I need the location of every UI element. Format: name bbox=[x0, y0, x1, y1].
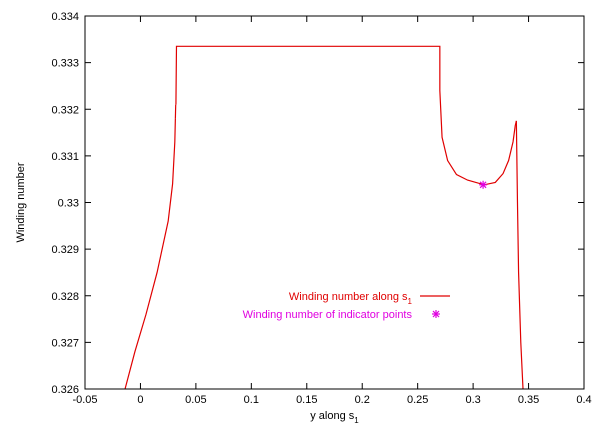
series-winding-number-line bbox=[124, 118, 176, 389]
y-tick-label: 0.332 bbox=[51, 104, 79, 116]
legend: Winding number along s1 Winding number o… bbox=[243, 291, 450, 321]
legend-label-indicator-points: Winding number of indicator points bbox=[243, 309, 413, 321]
legend-marker-indicator-points bbox=[432, 310, 440, 318]
series-winding-number-line bbox=[175, 45, 517, 186]
axes: -0.05 0 0.05 0.1 0.15 0.2 0.25 0.3 0.35 0.4 0.326 0… bbox=[51, 11, 591, 406]
y-tick-label: 0.33 bbox=[58, 198, 79, 210]
legend-star-marker-stroke bbox=[432, 310, 440, 318]
x-tick-label: -0.05 bbox=[72, 394, 97, 406]
legend-label-winding-number-subscript: 1 bbox=[408, 297, 413, 306]
legend-label-winding-number-main: Winding number along s bbox=[289, 291, 408, 303]
x-tick-label: 0.25 bbox=[407, 394, 428, 406]
indicator-point-marker bbox=[479, 180, 488, 189]
plot-area bbox=[124, 45, 524, 389]
x-tick-label: 0.2 bbox=[355, 394, 370, 406]
y-axis-title: Winding number bbox=[15, 162, 27, 242]
y-tick-label: 0.328 bbox=[51, 291, 79, 303]
legend-star-marker bbox=[432, 310, 440, 318]
x-tick-label: 0.05 bbox=[185, 394, 206, 406]
y-tick-label: 0.329 bbox=[51, 244, 79, 256]
y-tick-label: 0.333 bbox=[51, 58, 79, 70]
x-tick-label: 0.4 bbox=[576, 394, 591, 406]
series-winding-number-line bbox=[515, 120, 524, 389]
x-tick-label: 0.15 bbox=[296, 394, 317, 406]
x-tick-label: 0.3 bbox=[465, 394, 480, 406]
legend-label-winding-number: Winding number along s1 bbox=[289, 291, 413, 306]
y-tick-label: 0.331 bbox=[51, 151, 79, 163]
x-axis-title-subscript: 1 bbox=[354, 416, 359, 425]
y-tick-label: 0.334 bbox=[51, 11, 79, 23]
x-axis-title-main: y along s bbox=[310, 410, 355, 422]
x-tick-label: 0.1 bbox=[244, 394, 259, 406]
indicator-point-marker-stroke bbox=[479, 181, 487, 189]
x-tick-label: 0.35 bbox=[518, 394, 539, 406]
x-axis-title: y along s1 bbox=[310, 410, 359, 425]
y-tick-label: 0.327 bbox=[51, 337, 79, 349]
y-tick-label: 0.326 bbox=[51, 384, 79, 396]
x-tick-label: 0 bbox=[137, 394, 143, 406]
